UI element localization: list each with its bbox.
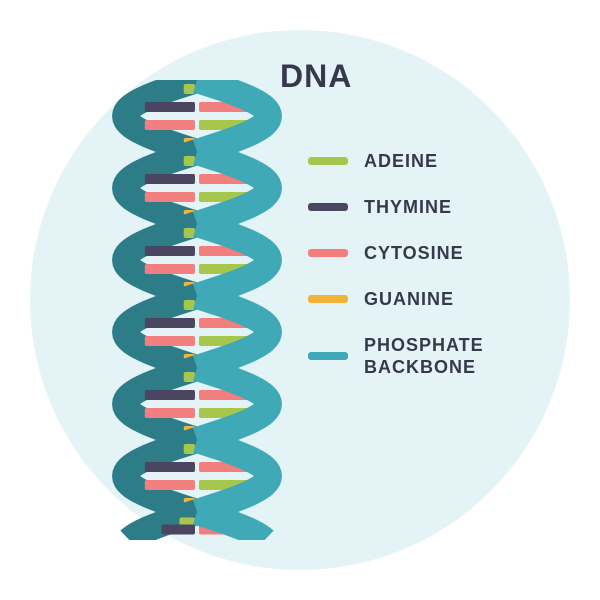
legend-item: THYMINE xyxy=(308,196,484,218)
legend-swatch xyxy=(308,352,348,360)
legend-swatch xyxy=(308,157,348,165)
legend-label: GUANINE xyxy=(364,288,454,310)
legend-item: ADEINE xyxy=(308,150,484,172)
legend-label: PHOSPHATE BACKBONE xyxy=(364,334,484,378)
legend-item: PHOSPHATE BACKBONE xyxy=(308,334,484,378)
legend-swatch xyxy=(308,203,348,211)
legend-swatch xyxy=(308,249,348,257)
diagram-title: DNA xyxy=(280,58,352,95)
legend-label: THYMINE xyxy=(364,196,452,218)
dna-helix xyxy=(112,80,282,540)
dna-infographic: DNA ADEINE THYMINE CYTOSINE GUANINE PHOSPHAT… xyxy=(0,0,600,600)
background-circle xyxy=(30,30,570,570)
legend-label: CYTOSINE xyxy=(364,242,464,264)
legend-label: ADEINE xyxy=(364,150,438,172)
legend: ADEINE THYMINE CYTOSINE GUANINE PHOSPHATE BA… xyxy=(308,150,484,402)
legend-item: GUANINE xyxy=(308,288,484,310)
legend-swatch xyxy=(308,295,348,303)
legend-item: CYTOSINE xyxy=(308,242,484,264)
